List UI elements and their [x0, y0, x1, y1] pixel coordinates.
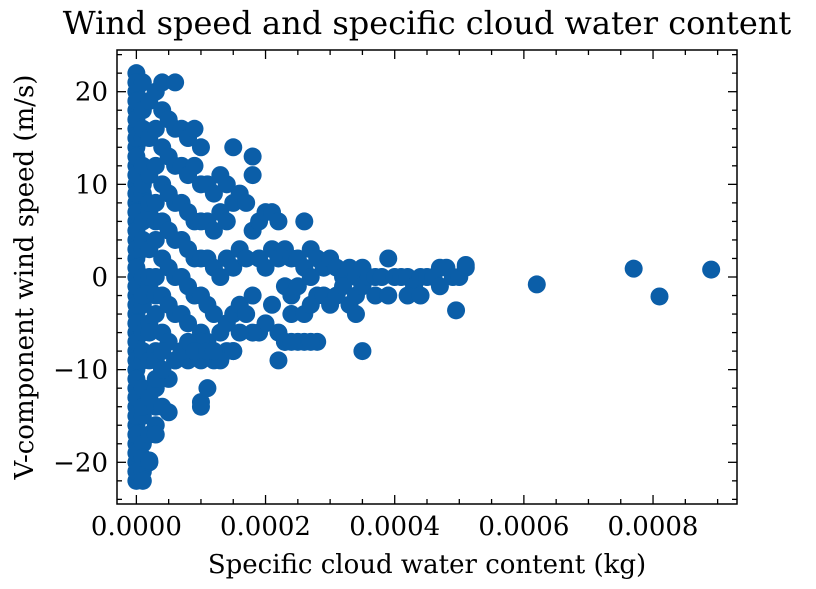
data-point — [379, 286, 398, 305]
y-tick-labels: −20 −10 0 10 20 — [53, 78, 108, 479]
data-point — [256, 258, 275, 277]
data-point — [211, 268, 230, 286]
data-point — [140, 451, 159, 470]
x-tick-label: 0.0004 — [349, 512, 440, 542]
data-point — [204, 221, 223, 240]
y-tick-label: 20 — [75, 78, 108, 108]
data-point — [153, 342, 172, 361]
x-tick-label: 0.0002 — [220, 512, 311, 542]
data-point — [146, 305, 165, 324]
data-points — [127, 64, 721, 490]
data-point — [191, 138, 210, 157]
data-point — [243, 147, 262, 166]
data-point — [346, 305, 365, 324]
data-point — [179, 314, 198, 333]
data-point — [288, 277, 307, 296]
data-point — [153, 360, 172, 379]
y-tick-label: −20 — [53, 448, 108, 478]
data-point — [372, 268, 391, 286]
data-point — [166, 73, 185, 92]
data-point — [269, 212, 288, 231]
x-tick-label: 0.0006 — [478, 512, 569, 542]
data-point — [398, 286, 417, 305]
data-point — [263, 295, 281, 314]
x-tick-labels: 0.0000 0.0002 0.0004 0.0006 0.0008 — [91, 512, 699, 542]
y-tick-label: −10 — [53, 356, 108, 386]
data-point — [301, 332, 320, 351]
data-point — [256, 314, 275, 333]
y-axis-label: V-component wind speed (m/s) — [10, 75, 40, 481]
data-point — [133, 471, 152, 490]
data-point — [447, 301, 466, 320]
data-point — [237, 249, 256, 268]
axis-ticks — [117, 50, 737, 504]
data-point — [133, 73, 152, 92]
data-point — [185, 119, 204, 138]
data-point — [224, 342, 243, 361]
y-tick-label: 10 — [75, 170, 108, 200]
data-point — [217, 212, 236, 231]
data-point — [146, 193, 165, 212]
data-point — [185, 156, 204, 175]
data-point — [527, 275, 546, 294]
x-axis-label: Specific cloud water content (kg) — [208, 550, 646, 580]
data-point — [243, 166, 262, 185]
data-point — [185, 342, 204, 361]
data-point — [217, 175, 236, 194]
data-point — [650, 287, 669, 306]
data-point — [204, 184, 223, 203]
data-point — [140, 323, 159, 342]
data-point — [295, 212, 314, 231]
data-point — [411, 286, 430, 305]
data-point — [456, 255, 475, 274]
data-point — [334, 277, 353, 296]
data-point — [191, 397, 210, 416]
data-point — [198, 379, 217, 398]
data-point — [269, 351, 288, 370]
data-point — [702, 260, 721, 279]
data-point — [146, 156, 165, 175]
data-point — [379, 249, 398, 268]
y-tick-label: 0 — [91, 263, 108, 293]
data-point — [243, 323, 262, 342]
data-point — [204, 342, 223, 361]
data-point — [353, 342, 372, 361]
data-point — [230, 323, 249, 342]
data-point — [624, 259, 643, 278]
data-point — [224, 258, 243, 277]
data-point — [204, 305, 223, 324]
data-point — [282, 305, 301, 324]
data-point — [153, 73, 172, 92]
x-tick-label: 0.0008 — [608, 512, 699, 542]
data-point — [224, 138, 243, 157]
data-point — [237, 305, 256, 324]
data-point — [301, 268, 320, 286]
data-point — [146, 268, 165, 286]
data-point — [159, 403, 178, 422]
x-tick-label: 0.0000 — [91, 512, 182, 542]
data-point — [146, 230, 165, 249]
data-point — [282, 332, 301, 351]
data-point — [146, 119, 165, 138]
data-point — [146, 425, 165, 444]
data-point — [237, 193, 256, 212]
data-point — [430, 277, 449, 296]
data-point — [243, 286, 262, 305]
data-point — [366, 286, 385, 305]
chart-title: Wind speed and specific cloud water cont… — [63, 4, 792, 42]
